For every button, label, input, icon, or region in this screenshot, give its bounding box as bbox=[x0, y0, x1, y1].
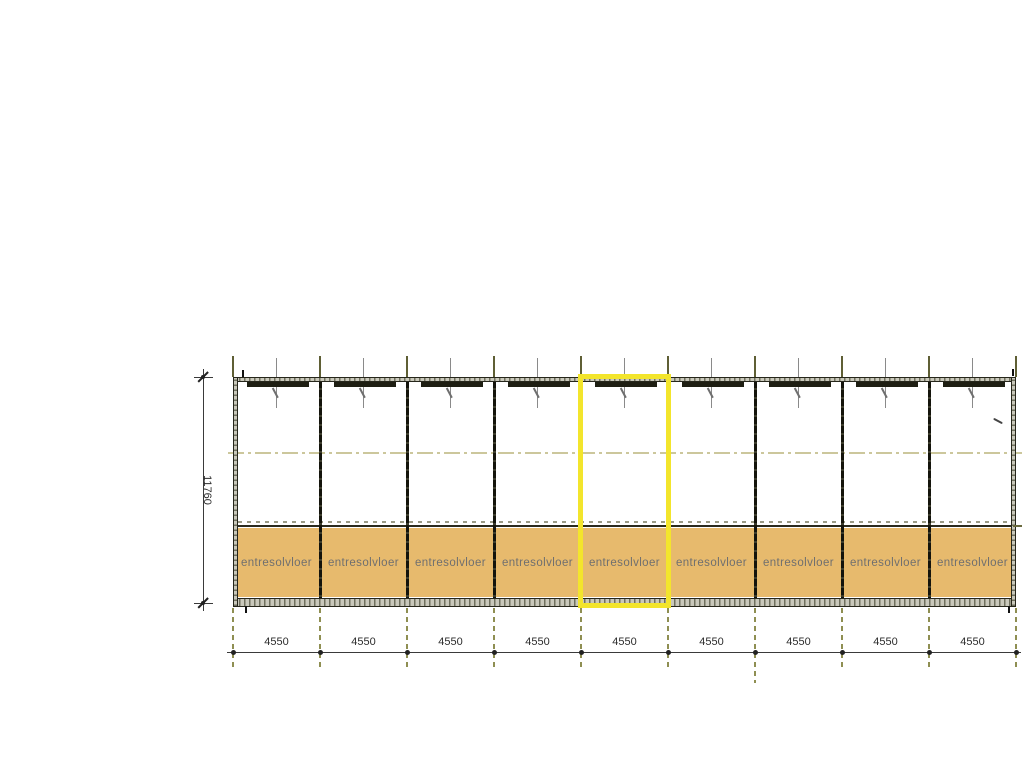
bay: entresolvloer 4550 bbox=[840, 0, 929, 774]
overhead-door-bar[interactable] bbox=[595, 382, 657, 387]
entresol-cell[interactable]: entresolvloer bbox=[929, 528, 1016, 597]
dimension-node-dot bbox=[1013, 650, 1019, 655]
grid-line-below bbox=[580, 608, 582, 668]
grid-line-above bbox=[667, 356, 669, 377]
bay: entresolvloer 4550 bbox=[666, 0, 755, 774]
grid-line-above bbox=[232, 356, 234, 377]
grid-line-above bbox=[580, 356, 582, 377]
bay: entresolvloer 4550 bbox=[492, 0, 581, 774]
bay-width-dimension: 4550 bbox=[264, 636, 289, 648]
vertical-dimension-label: 11760 bbox=[201, 475, 213, 505]
entresol-label: entresolvloer bbox=[936, 556, 1009, 569]
entresol-cell[interactable]: entresolvloer bbox=[755, 528, 842, 597]
bay-divider-wall[interactable] bbox=[318, 381, 322, 598]
entresol-label: entresolvloer bbox=[327, 556, 400, 569]
overhead-door-bar[interactable] bbox=[856, 382, 918, 387]
grid-line-above bbox=[319, 356, 321, 377]
entresol-grid-stub-right bbox=[1013, 525, 1022, 527]
dimension-node-dot bbox=[230, 650, 236, 655]
center-grid-line bbox=[228, 452, 1022, 454]
dimension-node-dot bbox=[752, 650, 758, 655]
entresol-cell[interactable]: entresolvloer bbox=[581, 528, 668, 597]
bay: entresolvloer 4550 bbox=[318, 0, 407, 774]
grid-line-below bbox=[493, 608, 495, 668]
grid-line-above bbox=[928, 356, 930, 377]
grid-line-below bbox=[841, 608, 843, 668]
dimension-node-dot bbox=[926, 650, 932, 655]
grid-line-above bbox=[841, 356, 843, 377]
entresol-cell[interactable]: entresolvloer bbox=[842, 528, 929, 597]
bay-width-dimension: 4550 bbox=[612, 636, 637, 648]
overhead-door-bar[interactable] bbox=[247, 382, 309, 387]
dimension-node-dot bbox=[665, 650, 671, 655]
bay-width-dimension: 4550 bbox=[351, 636, 376, 648]
overhead-door-bar[interactable] bbox=[334, 382, 396, 387]
bay-divider-wall[interactable] bbox=[492, 381, 496, 598]
bay-width-dimension: 4550 bbox=[786, 636, 811, 648]
entresol-cell[interactable]: entresolvloer bbox=[668, 528, 755, 597]
entresol-label: entresolvloer bbox=[588, 556, 661, 569]
grid-line-below bbox=[319, 608, 321, 668]
grid-line-below bbox=[928, 608, 930, 668]
bay-divider-wall[interactable] bbox=[927, 381, 931, 598]
entresol-edge-hatch bbox=[238, 521, 1011, 523]
grid-line-below bbox=[754, 608, 756, 683]
entresol-cell[interactable]: entresolvloer bbox=[320, 528, 407, 597]
corner-tick-top-left bbox=[242, 370, 244, 377]
corner-tick-top-right bbox=[1012, 369, 1014, 376]
dimension-node-dot bbox=[839, 650, 845, 655]
bay: entresolvloer 4550 bbox=[753, 0, 842, 774]
dimension-node-dot bbox=[578, 650, 584, 655]
grid-line-below bbox=[232, 608, 234, 668]
grid-line-below bbox=[1015, 608, 1017, 668]
bay-divider-wall[interactable] bbox=[753, 381, 757, 598]
bay-width-dimension: 4550 bbox=[525, 636, 550, 648]
bay-divider-wall[interactable] bbox=[405, 381, 409, 598]
entresol-edge-line bbox=[236, 525, 1013, 527]
entresol-label: entresolvloer bbox=[675, 556, 748, 569]
dimension-node-dot bbox=[404, 650, 410, 655]
horizontal-dimension-line bbox=[227, 652, 1021, 653]
grid-line-below bbox=[667, 608, 669, 668]
overhead-door-bar[interactable] bbox=[508, 382, 570, 387]
left-wall[interactable] bbox=[233, 377, 238, 607]
bay: entresolvloer 4550 bbox=[232, 0, 320, 774]
entresol-label: entresolvloer bbox=[240, 556, 313, 569]
bay-width-dimension: 4550 bbox=[960, 636, 985, 648]
grid-line-above bbox=[493, 356, 495, 377]
entresol-label: entresolvloer bbox=[414, 556, 487, 569]
entresol-cell[interactable]: entresolvloer bbox=[494, 528, 581, 597]
entresol-label: entresolvloer bbox=[762, 556, 835, 569]
overhead-door-bar[interactable] bbox=[421, 382, 483, 387]
right-wall[interactable] bbox=[1011, 377, 1016, 607]
overhead-door-bar[interactable] bbox=[943, 382, 1005, 387]
grid-line-above bbox=[1015, 356, 1017, 377]
entresol-label: entresolvloer bbox=[501, 556, 574, 569]
dimension-tick-dot-bottom bbox=[201, 601, 205, 605]
bay: entresolvloer 4550 bbox=[579, 0, 668, 774]
corner-tick-bottom-right bbox=[1008, 606, 1010, 613]
bay-divider-wall[interactable] bbox=[840, 381, 844, 598]
overhead-door-bar[interactable] bbox=[769, 382, 831, 387]
bay-width-dimension: 4550 bbox=[699, 636, 724, 648]
dimension-node-dot bbox=[317, 650, 323, 655]
dimension-node-dot bbox=[491, 650, 497, 655]
selected-bay-highlight[interactable] bbox=[578, 374, 671, 608]
entresol-cell[interactable]: entresolvloer bbox=[233, 528, 320, 597]
grid-line-above bbox=[406, 356, 408, 377]
entresol-cell[interactable]: entresolvloer bbox=[407, 528, 494, 597]
bay-width-dimension: 4550 bbox=[873, 636, 898, 648]
grid-line-below bbox=[406, 608, 408, 668]
bay: entresolvloer 4550 bbox=[405, 0, 494, 774]
dimension-tick-dot-top bbox=[201, 375, 205, 379]
vertical-dimension-line bbox=[203, 369, 204, 611]
bay-width-dimension: 4550 bbox=[438, 636, 463, 648]
overhead-door-bar[interactable] bbox=[682, 382, 744, 387]
corner-tick-bottom-left bbox=[245, 606, 247, 613]
bay: entresolvloer 4550 bbox=[927, 0, 1016, 774]
grid-line-above bbox=[754, 356, 756, 377]
entresol-label: entresolvloer bbox=[849, 556, 922, 569]
